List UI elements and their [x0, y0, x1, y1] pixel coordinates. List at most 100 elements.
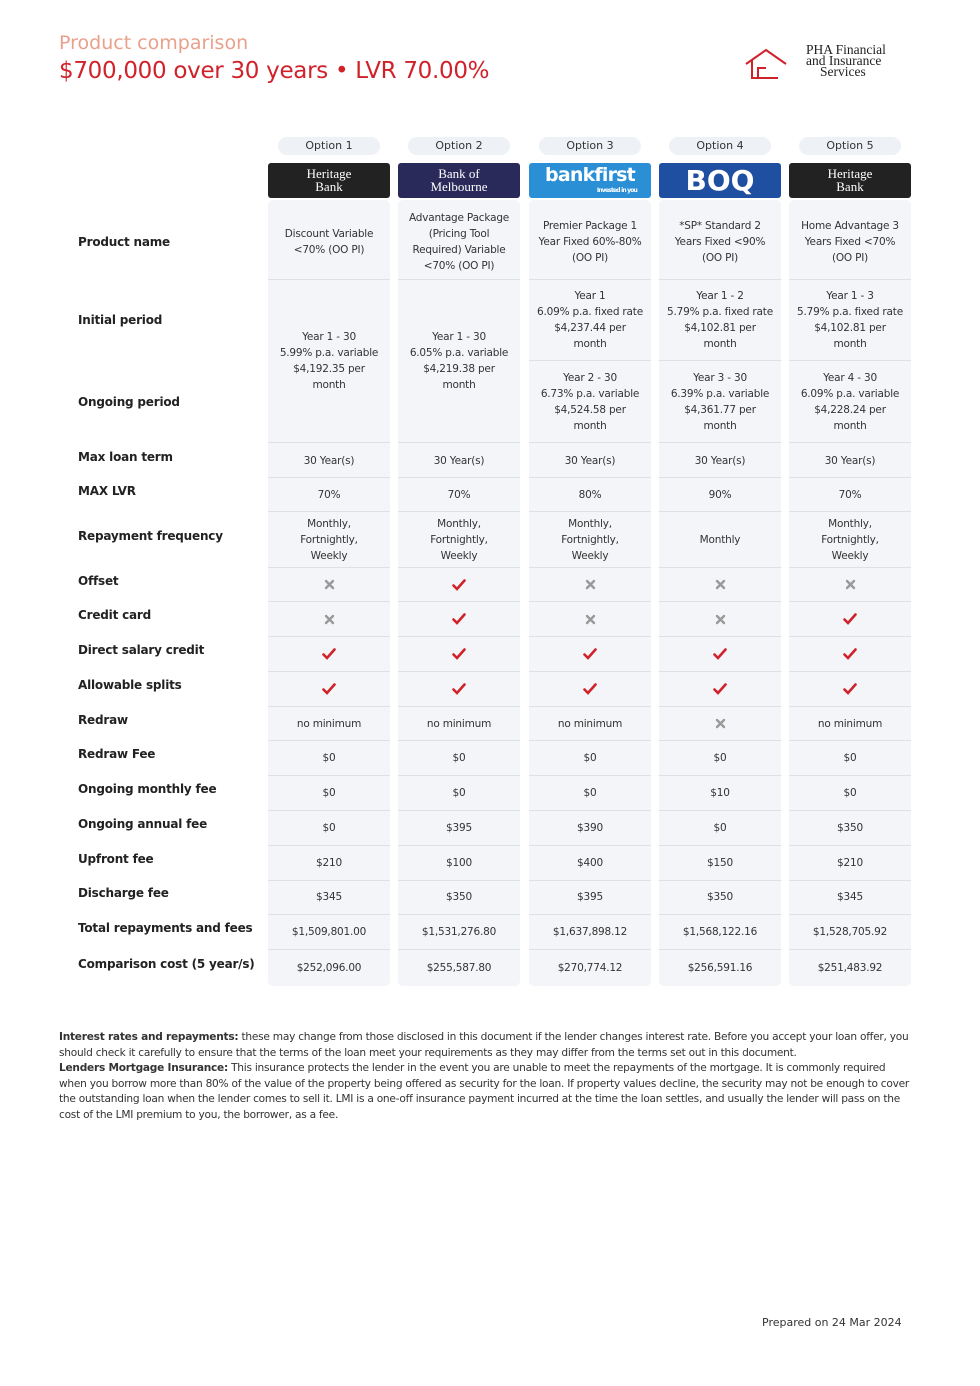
cell-line: Advantage Package [408, 212, 510, 224]
cell: $0 [529, 776, 651, 810]
cell-line: Year 1 - 2 [696, 290, 744, 302]
logo-text: Melbourne [430, 179, 488, 194]
cell-line: 5.79% p.a. fixed rate [797, 306, 903, 318]
cell-line: Year 1 [574, 290, 606, 302]
cell-text: $1,568,122.16 [682, 926, 758, 938]
row-separator [659, 845, 781, 846]
cross-icon [715, 578, 726, 592]
cell-text: $252,096.00 [296, 961, 362, 974]
row-label: Product name [78, 235, 171, 249]
cell: $0 [529, 741, 651, 775]
row-separator [789, 775, 911, 776]
cell: 30 Year(s) [398, 444, 520, 477]
note-text: these may change from those disclosed in… [59, 1031, 909, 1059]
row-label: Upfront fee [78, 852, 154, 866]
row-separator [529, 567, 651, 568]
check-icon [452, 647, 466, 661]
brand-line: Services [820, 64, 866, 79]
lender-logo: Heritage Bank [268, 163, 390, 198]
option-label: Option 1 [278, 137, 380, 155]
option-label: Option 3 [539, 137, 641, 155]
row-separator [529, 511, 651, 512]
cell-line: (OO PI) [831, 252, 869, 264]
cell: Year 3 - 30 6.39% p.a. variable $4,361.77 … [659, 361, 781, 442]
row-separator [529, 949, 651, 950]
cell-text: $0 [843, 787, 857, 799]
cell-text: $255,587.80 [426, 961, 492, 974]
cell-line: $4,102.81 per [814, 322, 886, 334]
cell: *SP* Standard 2 Years Fixed <90% (OO PI) [659, 205, 781, 279]
row-separator [659, 442, 781, 443]
check-icon [583, 647, 597, 661]
cell: 30 Year(s) [268, 444, 390, 477]
cell: $270,774.12 [529, 950, 651, 985]
row-separator [529, 810, 651, 811]
cell-text: $1,531,276.80 [421, 926, 497, 938]
cell-line: month [703, 338, 737, 350]
prepared-date: Prepared on 24 Mar 2024 [762, 1316, 902, 1329]
row-separator [268, 949, 390, 950]
row-separator [529, 601, 651, 602]
cell: $0 [789, 776, 911, 810]
cross-icon [324, 612, 335, 626]
cell: $390 [529, 811, 651, 845]
row-separator [268, 810, 390, 811]
row-label: Max loan term [78, 449, 173, 464]
cell-text: 70% [447, 488, 471, 501]
row-separator [398, 914, 520, 915]
cell: $255,587.80 [398, 950, 520, 985]
cell: $345 [268, 880, 390, 914]
cell: 30 Year(s) [529, 444, 651, 477]
cell-text: 30 Year(s) [433, 454, 485, 467]
cell-text: no minimum [296, 717, 362, 730]
note: Interest rates and repayments: these may… [59, 1030, 909, 1061]
lender-logo: Bank of Melbourne [398, 163, 520, 198]
cell-line: Weekly [440, 549, 478, 562]
row-separator [268, 740, 390, 741]
option-column [268, 200, 390, 986]
check-icon [583, 682, 597, 696]
cell-text: $256,591.16 [687, 961, 753, 974]
cell-text: $0 [713, 822, 727, 834]
cell-line: month [703, 419, 737, 432]
cell-text: $0 [713, 752, 727, 764]
cell: $0 [398, 776, 520, 810]
cell: $1,637,898.12 [529, 915, 651, 949]
row-label: Direct salary credit [78, 643, 205, 657]
row-label: Repayment frequency [78, 528, 223, 543]
cell: $1,568,122.16 [659, 915, 781, 949]
row-separator [268, 775, 390, 776]
brand-line: and Insurance [806, 53, 882, 68]
cell-line: 6.39% p.a. variable [670, 387, 770, 400]
row-label: Initial period [78, 313, 163, 327]
cell: 30 Year(s) [789, 444, 911, 477]
check-icon [322, 682, 336, 696]
row-separator [659, 601, 781, 602]
row-separator [789, 360, 911, 361]
cell [659, 568, 781, 601]
cell: $395 [529, 880, 651, 914]
row-separator [789, 636, 911, 637]
cell-text: $1,528,705.92 [812, 926, 888, 938]
cell-line: Year 2 - 30 [563, 371, 617, 384]
cell [529, 672, 651, 706]
cell-line: $4,192.35 per [293, 363, 365, 375]
row-separator [529, 740, 651, 741]
cell: $10 [659, 776, 781, 810]
cell: $345 [789, 880, 911, 914]
row-separator [268, 706, 390, 707]
cell [529, 637, 651, 671]
cell [268, 568, 390, 601]
row-separator [398, 567, 520, 568]
row-separator [398, 636, 520, 637]
row-label: Comparison cost (5 year/s) [78, 956, 255, 971]
row-label: Ongoing period [78, 394, 180, 409]
cell-line: Fortnightly, [430, 533, 488, 546]
cell-line: (OO PI) [571, 252, 609, 264]
cell-text: $0 [322, 822, 336, 834]
cell-text: $0 [843, 752, 857, 764]
check-icon [843, 612, 857, 626]
cell-line: Year 1 - 3 [826, 290, 874, 302]
cell: $251,483.92 [789, 950, 911, 985]
logo-text: BOQ [685, 164, 755, 197]
